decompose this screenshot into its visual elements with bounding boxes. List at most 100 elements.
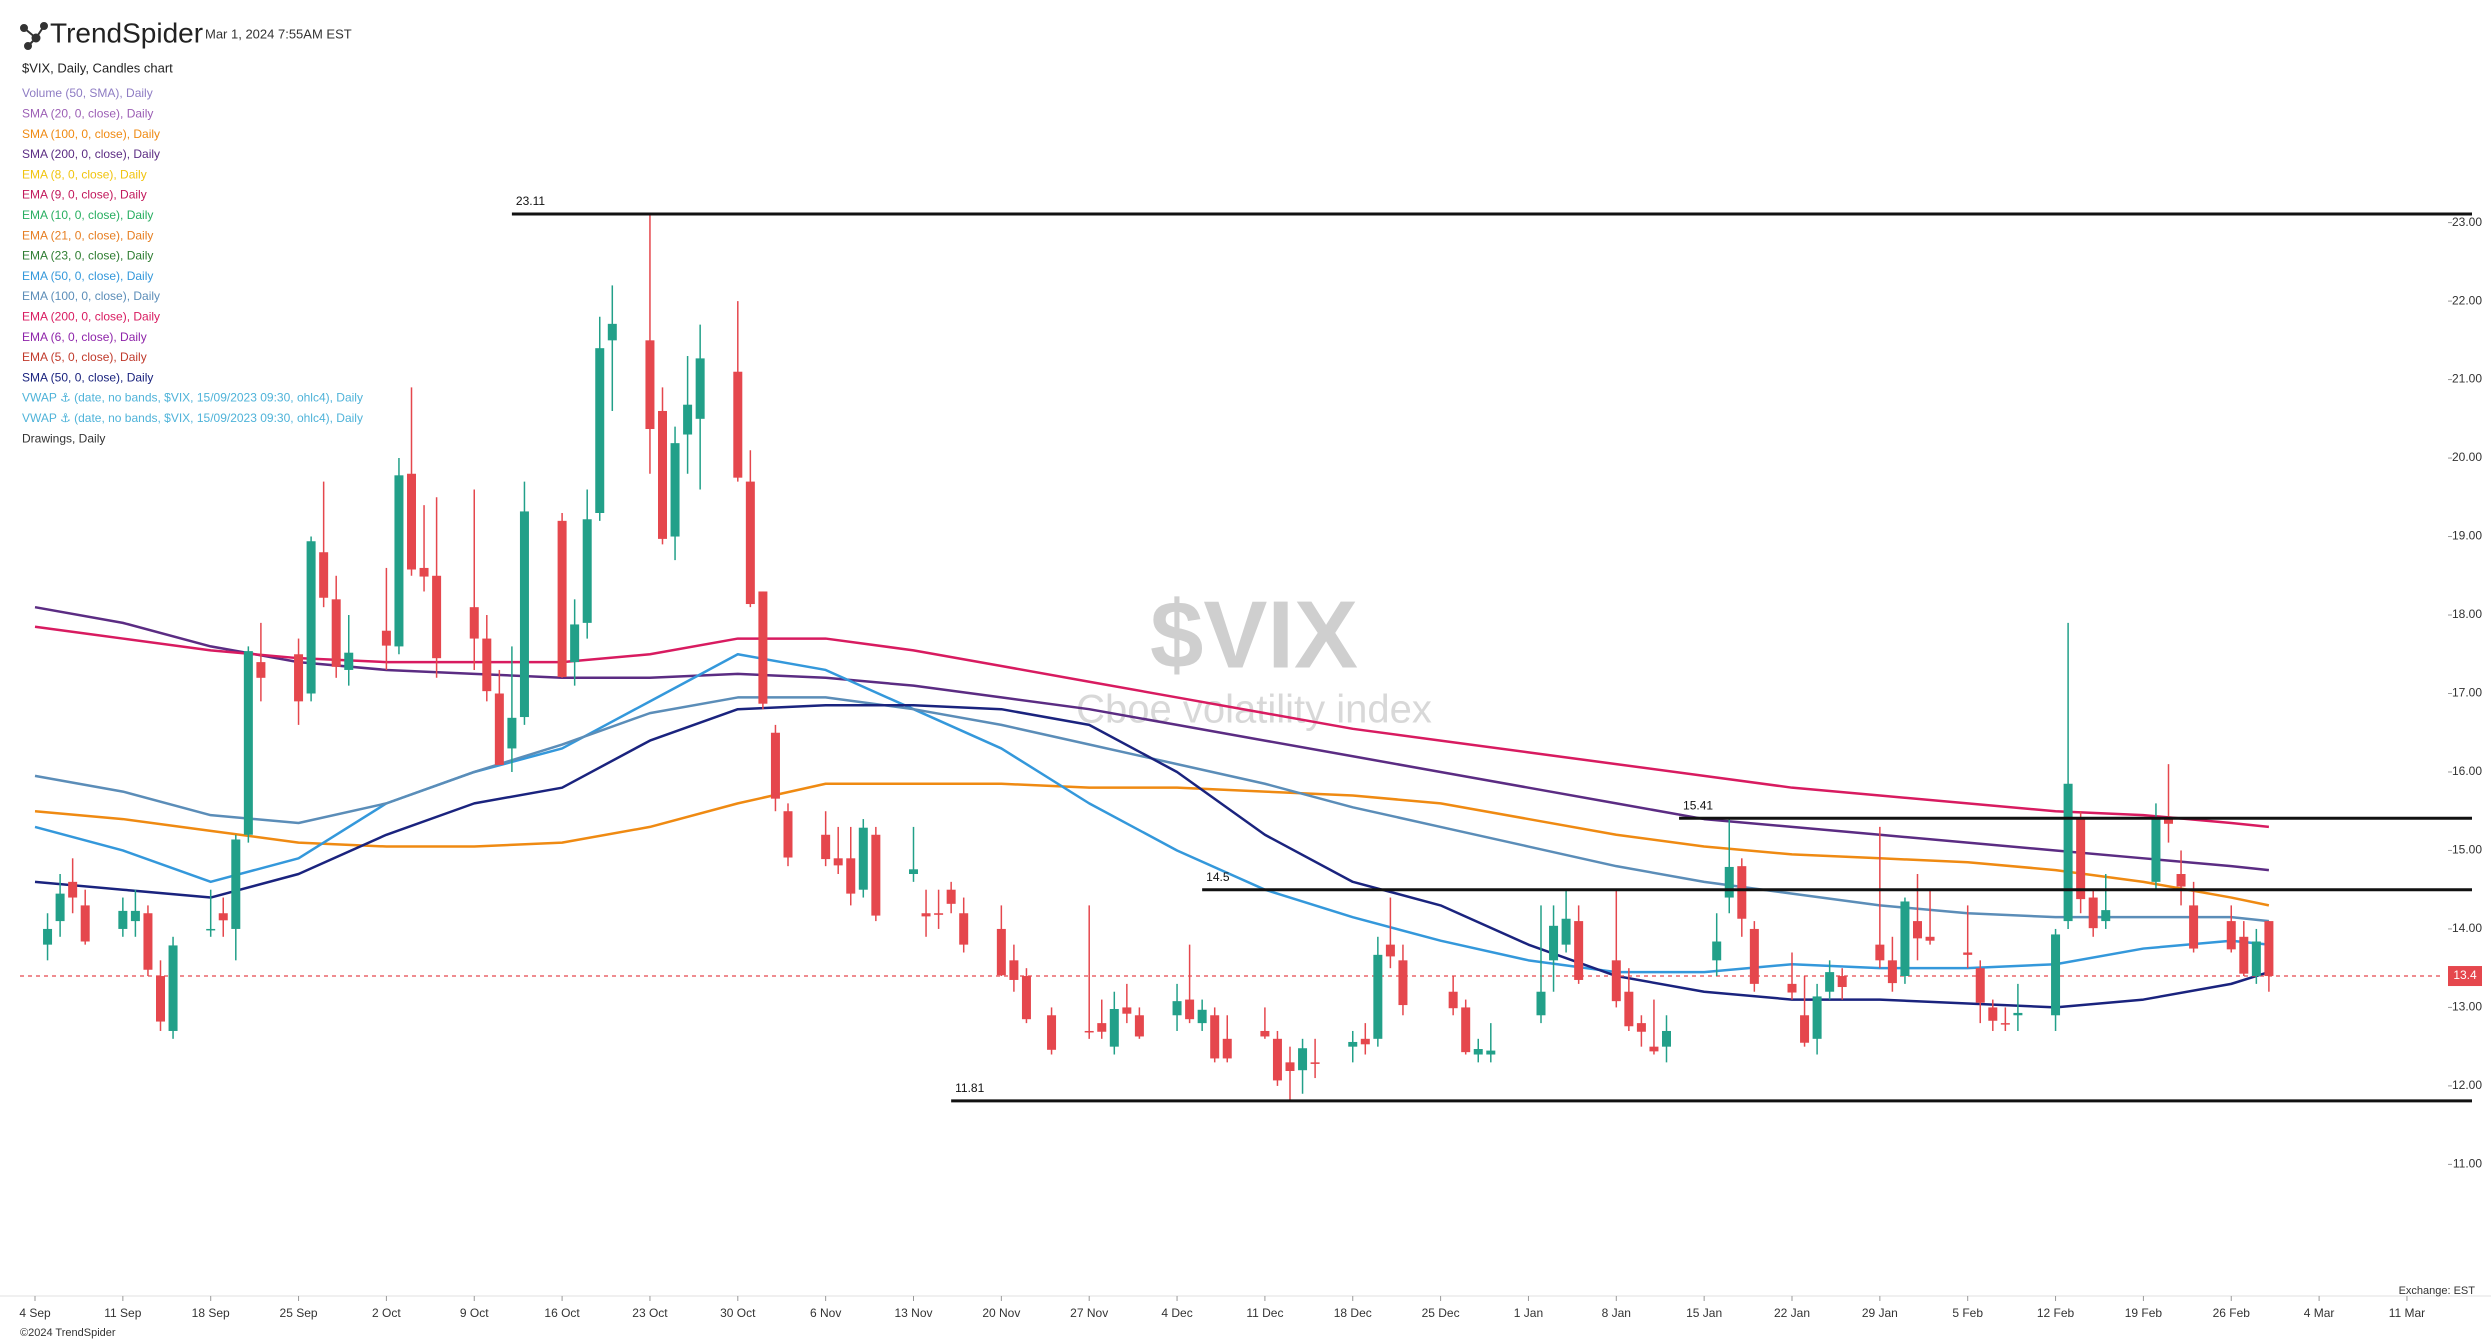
candle-body xyxy=(959,913,969,945)
candle xyxy=(1636,1015,1646,1047)
x-tick-label: 15 Jan xyxy=(1686,1306,1722,1320)
candle-body xyxy=(2000,1023,2010,1025)
candle-body xyxy=(770,732,780,799)
candle xyxy=(1398,944,1408,1016)
candle xyxy=(2189,881,2199,953)
level-label: 15.41 xyxy=(1683,798,1713,812)
candle xyxy=(1549,905,1559,992)
candle xyxy=(1624,968,1634,1031)
candle xyxy=(519,481,529,725)
candle xyxy=(1285,1046,1295,1101)
candle-body xyxy=(1712,941,1722,961)
candle-body xyxy=(934,913,944,915)
candle-body xyxy=(2251,941,2261,977)
candle xyxy=(432,497,442,678)
candle xyxy=(670,426,680,561)
legend-entry: EMA (10, 0, close), Daily xyxy=(22,208,153,222)
ma-line xyxy=(34,782,2270,907)
x-tick-label: 11 Mar xyxy=(2389,1306,2425,1320)
candle-body xyxy=(1636,1023,1646,1032)
x-tick-label: 6 Nov xyxy=(810,1306,841,1320)
candle-body xyxy=(256,662,266,678)
candle xyxy=(1611,889,1621,1008)
candle xyxy=(1825,960,1835,1000)
candle xyxy=(695,324,705,490)
candle xyxy=(770,724,780,812)
candle xyxy=(2000,1007,2010,1031)
x-tick-label: 4 Dec xyxy=(1161,1306,1192,1320)
x-tick-label: 25 Sep xyxy=(280,1306,318,1320)
candle xyxy=(959,897,969,953)
candle xyxy=(1724,819,1734,914)
candle xyxy=(2063,622,2073,929)
candle xyxy=(1260,1007,1270,1039)
x-tick-label: 9 Oct xyxy=(460,1306,489,1320)
candle-body xyxy=(419,567,429,577)
candle xyxy=(1084,905,1094,1039)
candle-body xyxy=(2189,905,2199,949)
legend-entry: EMA (6, 0, close), Daily xyxy=(22,330,147,344)
watermark: $VIX xyxy=(1150,581,1358,688)
candle-body xyxy=(946,889,956,904)
candle-body xyxy=(658,410,667,539)
legend-entry: EMA (5, 0, close), Daily xyxy=(22,350,147,364)
x-tick-label: 26 Feb xyxy=(2213,1306,2251,1320)
candle-body xyxy=(519,511,529,718)
candle xyxy=(407,387,416,576)
candle xyxy=(557,512,567,678)
candle-body xyxy=(1461,1007,1471,1053)
candle xyxy=(1988,999,1998,1031)
candle-body xyxy=(469,607,479,639)
candle-body xyxy=(1348,1041,1358,1047)
candle-body xyxy=(1737,866,1747,919)
candle-body xyxy=(1097,1023,1107,1032)
candle-body xyxy=(482,638,492,692)
candle xyxy=(1486,1023,1496,1063)
x-tick-label: 4 Mar xyxy=(2304,1306,2335,1320)
candle xyxy=(1749,921,1759,992)
candle-body xyxy=(168,945,178,1031)
candle-body xyxy=(1084,1030,1094,1033)
candle-body xyxy=(683,404,693,435)
legend-entry: EMA (50, 0, close), Daily xyxy=(22,269,153,283)
candle xyxy=(469,489,479,670)
candle-body xyxy=(670,443,680,537)
candle-body xyxy=(645,340,655,430)
candle xyxy=(934,889,944,929)
candle-body xyxy=(1310,1062,1320,1064)
candle-body xyxy=(1373,954,1383,1039)
candle xyxy=(758,591,768,710)
candle-body xyxy=(2088,897,2098,929)
candle-body xyxy=(1662,1030,1671,1047)
candle-body xyxy=(1900,901,1910,977)
candle-body xyxy=(1988,1007,1998,1021)
x-tick-label: 25 Dec xyxy=(1422,1306,1460,1320)
candle-body xyxy=(130,910,140,922)
y-tick-label: 16.00 xyxy=(2452,764,2482,778)
candle-body xyxy=(871,834,881,916)
candle-body xyxy=(595,348,605,513)
candle xyxy=(1925,889,1935,945)
candle xyxy=(1009,944,1019,992)
legend-entry: EMA (8, 0, close), Daily xyxy=(22,167,147,181)
legend-entry: EMA (200, 0, close), Daily xyxy=(22,309,160,323)
x-tick-label: 20 Nov xyxy=(982,1306,1020,1320)
candle xyxy=(1185,944,1195,1024)
candle xyxy=(2051,928,2061,1031)
candle xyxy=(1649,999,1659,1055)
candle xyxy=(745,450,755,608)
candle-body xyxy=(909,869,918,875)
candle-body xyxy=(2076,819,2086,900)
candle xyxy=(419,505,429,592)
candle-body xyxy=(1925,936,1935,941)
y-tick-label: 13.00 xyxy=(2452,1000,2482,1014)
candle-body xyxy=(758,591,768,704)
candle-body xyxy=(1285,1062,1295,1071)
candle xyxy=(1348,1030,1358,1063)
candle xyxy=(1875,826,1885,969)
candle-body xyxy=(1749,928,1759,984)
x-tick-label: 8 Jan xyxy=(1602,1306,1631,1320)
ma-line xyxy=(34,605,2270,872)
candle-body xyxy=(745,481,755,605)
